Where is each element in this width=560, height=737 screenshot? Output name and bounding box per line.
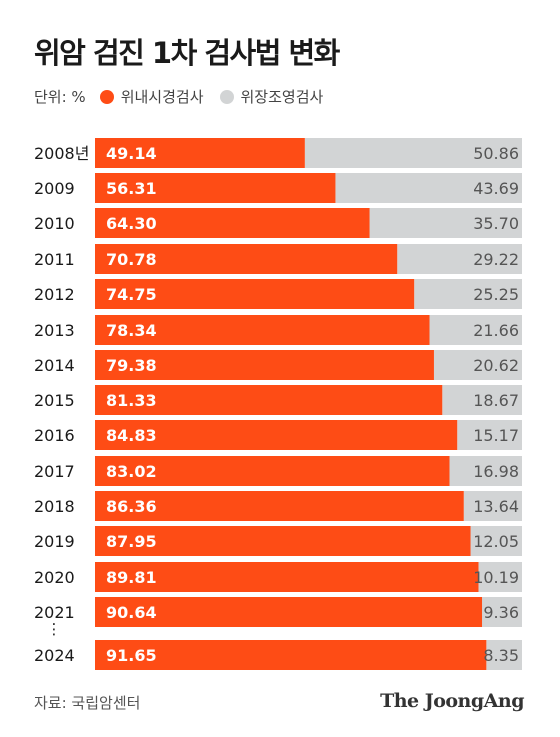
value-label-endoscopy: 70.78 [106, 250, 157, 269]
brand-logo: The JoongAng [380, 690, 524, 712]
value-label-radiography: 43.69 [473, 179, 519, 198]
year-label: 2009 [34, 179, 75, 198]
bar-radiography [478, 562, 522, 592]
year-label: 2013 [34, 321, 75, 340]
value-label-endoscopy: 49.14 [106, 144, 157, 163]
value-label-endoscopy: 91.65 [106, 646, 157, 665]
bar-radiography [463, 491, 522, 521]
bar-endoscopy [95, 315, 430, 345]
value-label-endoscopy: 89.81 [106, 568, 157, 587]
year-label: 2008년 [34, 144, 89, 163]
bar-endoscopy [95, 173, 336, 203]
value-label-radiography: 10.19 [473, 568, 519, 587]
bar-endoscopy [95, 526, 471, 556]
value-label-radiography: 16.98 [473, 462, 519, 481]
bar-endoscopy [95, 456, 450, 486]
year-label: 2011 [34, 250, 75, 269]
bar-radiography [335, 173, 522, 203]
year-label: 2021 [34, 603, 75, 622]
year-label: 2015 [34, 391, 75, 410]
bar-radiography [433, 350, 522, 380]
bar-radiography [486, 640, 522, 670]
bar-endoscopy [95, 420, 458, 450]
bar-radiography [457, 420, 522, 450]
value-label-endoscopy: 86.36 [106, 497, 157, 516]
year-label: 2010 [34, 214, 75, 233]
bar-endoscopy [95, 491, 464, 521]
bar-endoscopy [95, 385, 443, 415]
value-label-endoscopy: 90.64 [106, 603, 157, 622]
value-label-endoscopy: 87.95 [106, 532, 157, 551]
value-label-endoscopy: 78.34 [106, 321, 157, 340]
year-label: 2019 [34, 532, 75, 551]
bar-endoscopy [95, 350, 434, 380]
value-label-radiography: 35.70 [473, 214, 519, 233]
bar-endoscopy [95, 138, 305, 168]
bar-endoscopy [95, 597, 483, 627]
value-label-endoscopy: 64.30 [106, 214, 157, 233]
year-label: 2020 [34, 568, 75, 587]
legend: 단위: % 위내시경검사 위장조영검사 [34, 86, 339, 107]
bar-endoscopy [95, 208, 370, 238]
bar-endoscopy [95, 244, 398, 274]
value-label-radiography: 13.64 [473, 497, 519, 516]
value-label-radiography: 15.17 [473, 426, 519, 445]
value-label-radiography: 9.36 [483, 603, 519, 622]
year-label: 2017 [34, 462, 75, 481]
source-note: 자료: 국립암센터 [34, 694, 141, 712]
bar-endoscopy [95, 279, 415, 309]
bar-radiography [429, 315, 522, 345]
value-label-endoscopy: 81.33 [106, 391, 157, 410]
bar-radiography [449, 456, 522, 486]
legend-label-radiography: 위장조영검사 [240, 88, 324, 106]
bar-radiography [414, 279, 522, 309]
legend-swatch-endoscopy [99, 89, 114, 104]
value-label-endoscopy: 79.38 [106, 356, 157, 375]
year-label: 2016 [34, 426, 75, 445]
value-label-endoscopy: 74.75 [106, 285, 157, 304]
value-label-endoscopy: 56.31 [106, 179, 157, 198]
value-label-radiography: 50.86 [473, 144, 519, 163]
value-label-radiography: 21.66 [473, 321, 519, 340]
gap-marker: ⋮ [47, 620, 62, 638]
year-label: 2024 [34, 646, 75, 665]
year-label: 2014 [34, 356, 75, 375]
value-label-radiography: 12.05 [473, 532, 519, 551]
bar-endoscopy [95, 640, 487, 670]
value-label-radiography: 8.35 [483, 646, 519, 665]
value-label-radiography: 18.67 [473, 391, 519, 410]
bar-radiography [304, 138, 522, 168]
bar-radiography [470, 526, 522, 556]
legend-swatch-radiography [219, 89, 234, 104]
legend-item-endoscopy: 위내시경검사 [99, 86, 204, 107]
value-label-endoscopy: 83.02 [106, 462, 157, 481]
year-label: 2012 [34, 285, 75, 304]
year-label: 2018 [34, 497, 75, 516]
unit-label: 단위: % [34, 88, 86, 106]
bar-radiography [397, 244, 522, 274]
bar-radiography [369, 208, 522, 238]
value-label-radiography: 25.25 [473, 285, 519, 304]
legend-item-radiography: 위장조영검사 [219, 86, 324, 107]
bar-radiography [442, 385, 522, 415]
legend-label-endoscopy: 위내시경검사 [120, 88, 204, 106]
bar-endoscopy [95, 562, 479, 592]
value-label-radiography: 29.22 [473, 250, 519, 269]
value-label-endoscopy: 84.83 [106, 426, 157, 445]
bar-radiography [482, 597, 522, 627]
value-label-radiography: 20.62 [473, 356, 519, 375]
chart-title: 위암 검진 1차 검사법 변화 [34, 36, 340, 70]
